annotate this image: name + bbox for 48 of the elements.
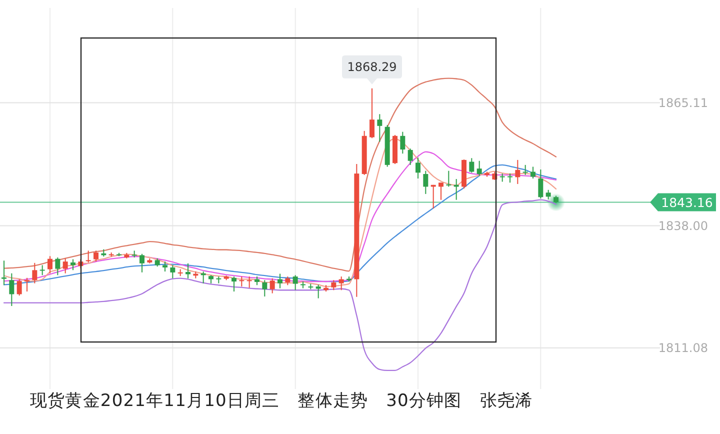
candlestick — [70, 258, 76, 271]
candlestick — [232, 276, 236, 292]
candlestick — [246, 276, 252, 288]
candlestick — [170, 264, 176, 279]
candlestick — [408, 148, 413, 166]
candlestick — [262, 280, 268, 297]
candlestick — [62, 258, 68, 274]
candlestick — [316, 284, 321, 299]
text: 现货黄金2021年11月10日周三 整体走势 30分钟图 张尧浠 — [30, 391, 533, 411]
y-tick-label: 1838.00 — [658, 218, 708, 233]
candlestick — [546, 189, 551, 200]
candlestick — [48, 256, 52, 274]
candlestick — [32, 262, 38, 284]
candlestick — [438, 182, 444, 200]
candlestick — [522, 164, 528, 176]
candlestick — [469, 158, 474, 174]
candlestick — [446, 170, 452, 188]
y-tick-label: 1865.11 — [658, 96, 708, 110]
candlestick — [538, 168, 544, 199]
candlestick — [140, 253, 144, 273]
candlestick — [377, 114, 382, 142]
candlestick — [515, 159, 520, 184]
candlestick — [94, 250, 98, 262]
candlestick — [270, 278, 275, 294]
candlestick — [476, 160, 482, 176]
ref-line-label: 1843.16 — [661, 194, 713, 210]
candlestick — [162, 261, 168, 272]
candlestick — [55, 256, 60, 276]
candlestick — [338, 276, 344, 291]
candlestick — [400, 131, 406, 154]
candlestick — [423, 170, 428, 194]
candlestick — [86, 250, 91, 263]
candlestick — [278, 273, 282, 289]
candlestick — [508, 173, 512, 184]
candlestick — [239, 276, 244, 287]
candlestick — [530, 166, 536, 180]
candlestick — [416, 157, 420, 180]
candlestick — [370, 88, 374, 139]
candlestick — [292, 274, 298, 291]
candlestick — [331, 280, 336, 291]
annotation: 1868.29 — [347, 60, 397, 74]
candlestick — [16, 278, 22, 296]
y-tick-label: 1811.08 — [658, 341, 708, 356]
candlestick — [24, 277, 30, 292]
line-series — [3, 78, 557, 272]
candlestick — [2, 260, 6, 286]
candlestick — [9, 272, 14, 306]
candlestick — [40, 264, 45, 276]
